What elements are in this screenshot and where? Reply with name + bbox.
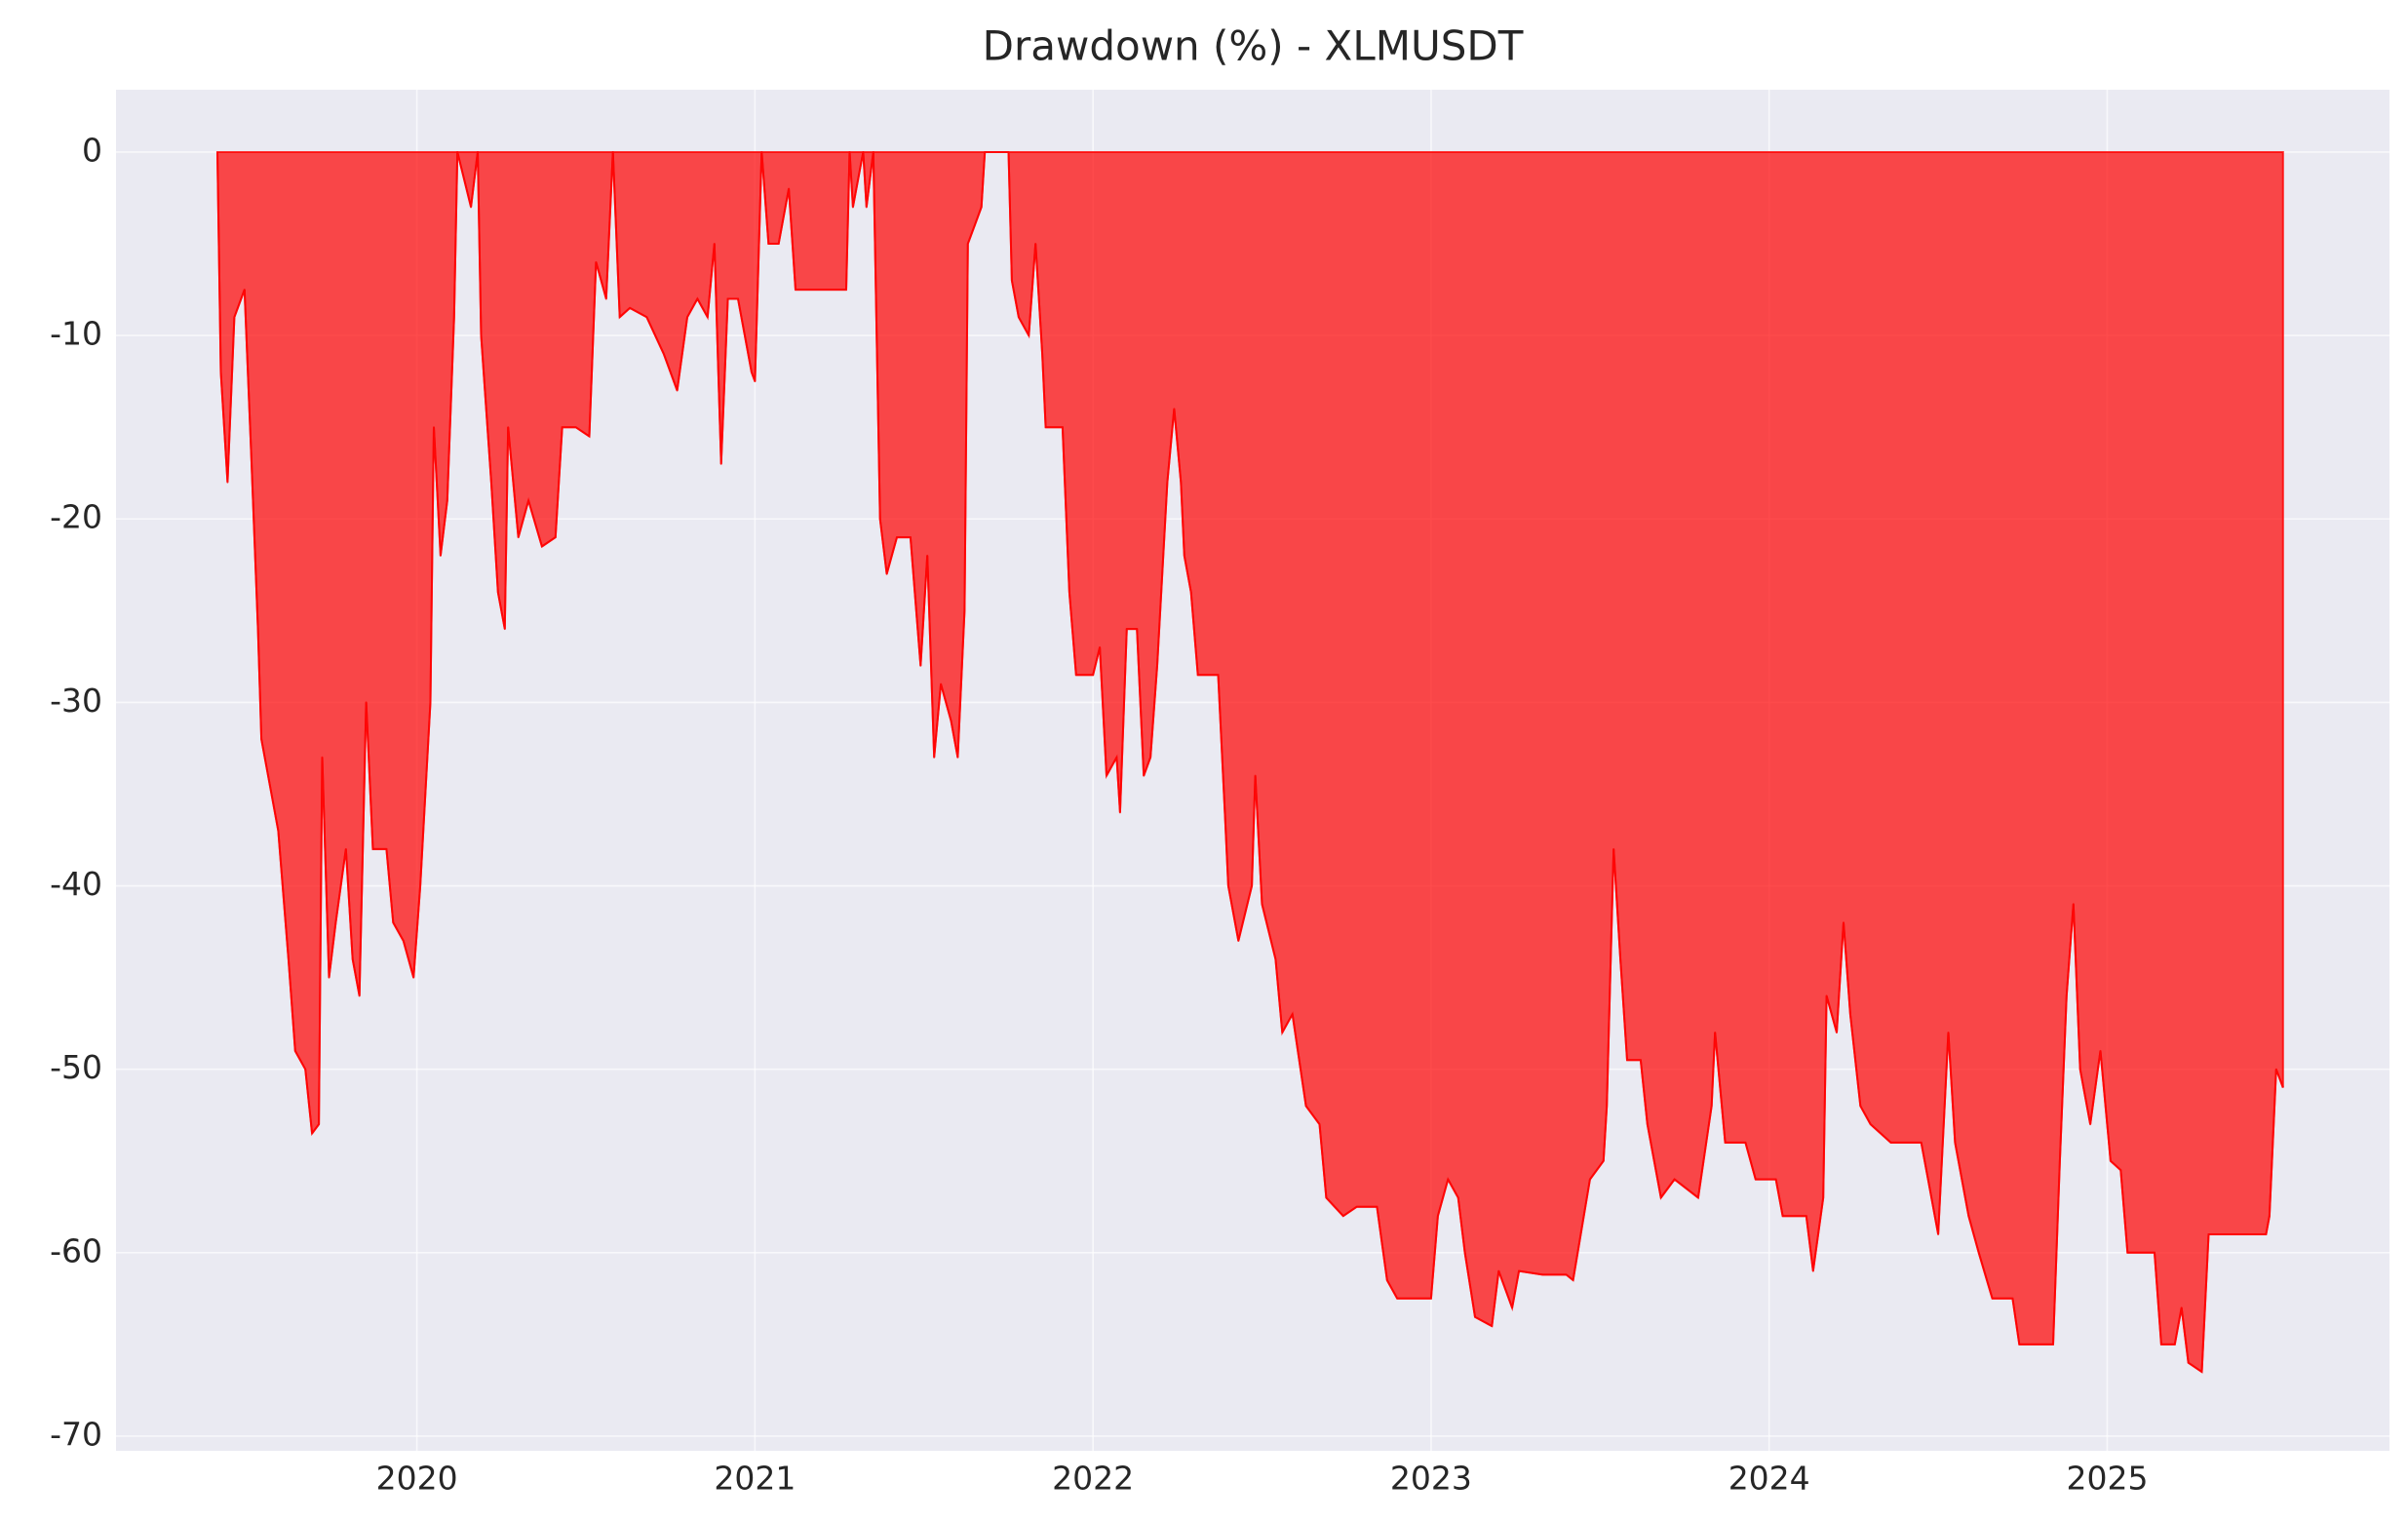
y-tick-label: -40 xyxy=(50,865,102,903)
drawdown-line xyxy=(216,151,2284,1374)
x-tick-label: 2025 xyxy=(2066,1460,2148,1498)
y-tick-label: 0 xyxy=(82,131,102,169)
y-tick-label: -60 xyxy=(50,1231,102,1269)
x-tick-label: 2021 xyxy=(714,1460,796,1498)
y-tick-label: -30 xyxy=(50,682,102,720)
chart-title: Drawdown (%) - XLMUSDT xyxy=(983,22,1524,70)
y-tick-label: -10 xyxy=(50,315,102,353)
y-tick-label: -70 xyxy=(50,1415,102,1453)
x-tick-label: 2024 xyxy=(1728,1460,1810,1498)
y-tick-label: -50 xyxy=(50,1048,102,1086)
x-tick-label: 2023 xyxy=(1390,1460,1472,1498)
y-tick-label: -20 xyxy=(50,498,102,536)
x-tick-label: 2022 xyxy=(1052,1460,1134,1498)
x-tick-label: 2020 xyxy=(376,1460,458,1498)
